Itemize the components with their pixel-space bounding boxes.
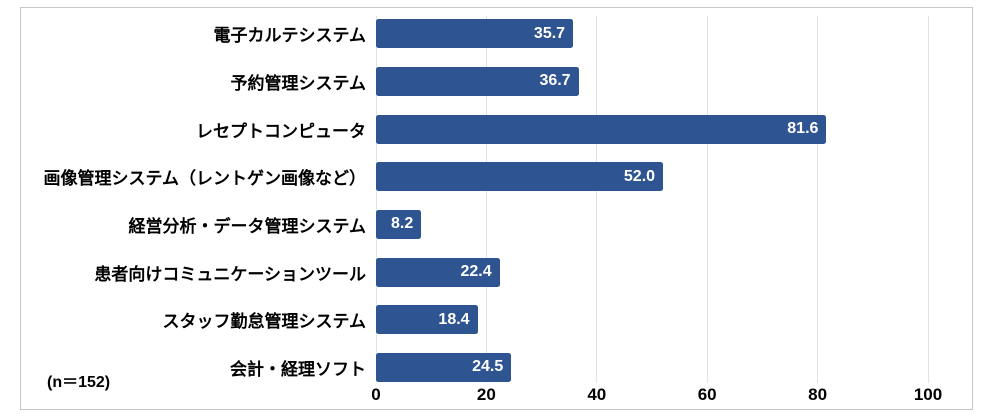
bar: 36.7 <box>376 66 579 96</box>
bar-row: 予約管理システム 36.7 <box>21 58 928 106</box>
chart-frame: 電子カルテシステム 35.7 予約管理システム 36.7 レセプトコンピュータ 81.6 画… <box>20 7 973 410</box>
bar-rows: 電子カルテシステム 35.7 予約管理システム 36.7 レセプトコンピュータ 81.6 画… <box>21 10 928 392</box>
category-label: 経営分析・データ管理システム <box>128 216 367 236</box>
value-label: 18.4 <box>438 310 470 328</box>
x-tick-label: 0 <box>371 385 381 404</box>
x-tick-label: 40 <box>587 385 607 404</box>
bar: 35.7 <box>376 19 574 49</box>
gridline-40 <box>596 16 598 383</box>
bar-row: 電子カルテシステム 35.7 <box>21 10 928 58</box>
category-label: スタッフ勤怠管理システム <box>162 312 367 332</box>
value-label: 52.0 <box>623 167 656 185</box>
x-tick-label: 20 <box>476 385 496 404</box>
category-label: 画像管理システム（レントゲン画像など） <box>43 169 367 189</box>
category-label: 電子カルテシステム <box>213 26 367 46</box>
x-tick-label: 80 <box>808 385 828 404</box>
bar: 8.2 <box>376 209 422 239</box>
bar: 24.5 <box>376 352 512 382</box>
category-label: 会計・経理ソフト <box>230 359 366 379</box>
gridline-60 <box>706 16 708 383</box>
bar: 52.0 <box>376 162 664 192</box>
gridline-100 <box>927 16 929 383</box>
x-axis: 0 20 40 60 80 100 <box>21 385 972 407</box>
value-label: 36.7 <box>539 72 571 90</box>
category-label: レセプトコンピュータ <box>196 121 366 141</box>
bar-row: 患者向けコミュニケーションツール 22.4 <box>21 248 928 296</box>
x-tick-label: 60 <box>697 385 717 404</box>
value-label: 24.5 <box>472 358 504 376</box>
x-tick-label: 100 <box>913 385 943 404</box>
value-label: 81.6 <box>787 120 819 138</box>
gridline-0 <box>375 16 377 383</box>
bar-row: 会計・経理ソフト 24.5 <box>21 344 928 392</box>
category-label: 患者向けコミュニケーションツール <box>94 264 366 284</box>
value-label: 35.7 <box>533 24 566 42</box>
bar-row: 経営分析・データ管理システム 8.2 <box>21 201 928 249</box>
gridline-20 <box>485 16 487 383</box>
category-label: 予約管理システム <box>230 73 367 93</box>
sample-size-note: (n＝152) <box>47 374 111 391</box>
bar: 22.4 <box>376 257 500 287</box>
bar: 81.6 <box>376 114 827 144</box>
gridlines <box>21 8 972 409</box>
value-label: 8.2 <box>391 215 414 233</box>
value-label: 22.4 <box>460 263 492 281</box>
gridline-80 <box>817 16 819 383</box>
bar-row: スタッフ勤怠管理システム 18.4 <box>21 296 928 344</box>
bar-row: 画像管理システム（レントゲン画像など） 52.0 <box>21 153 928 201</box>
bar: 18.4 <box>376 305 478 335</box>
bar-row: レセプトコンピュータ 81.6 <box>21 105 928 153</box>
